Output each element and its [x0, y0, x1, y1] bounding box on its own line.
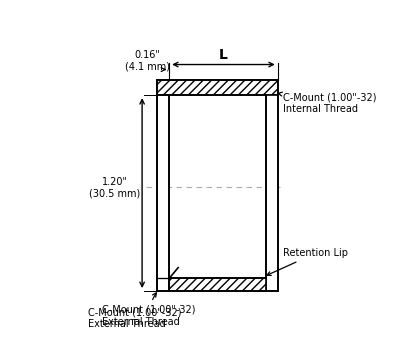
Bar: [169, 278, 266, 291]
Text: C-Mount (1.00"-32)
External Thread: C-Mount (1.00"-32) External Thread: [102, 293, 195, 326]
Text: C-Mount (1.00"-32)
External Thread: C-Mount (1.00"-32) External Thread: [88, 308, 181, 329]
Bar: [266, 95, 278, 291]
Bar: [158, 80, 278, 95]
Bar: [169, 278, 266, 291]
Text: L: L: [219, 48, 228, 62]
Text: 0.16"
(4.1 mm): 0.16" (4.1 mm): [125, 50, 170, 72]
Bar: [158, 80, 278, 95]
Text: 1.20"
(30.5 mm): 1.20" (30.5 mm): [90, 177, 141, 198]
Text: C-Mount (1.00"-32)
Internal Thread: C-Mount (1.00"-32) Internal Thread: [278, 92, 377, 114]
Text: Retention Lip: Retention Lip: [267, 248, 348, 276]
Bar: [158, 95, 169, 291]
